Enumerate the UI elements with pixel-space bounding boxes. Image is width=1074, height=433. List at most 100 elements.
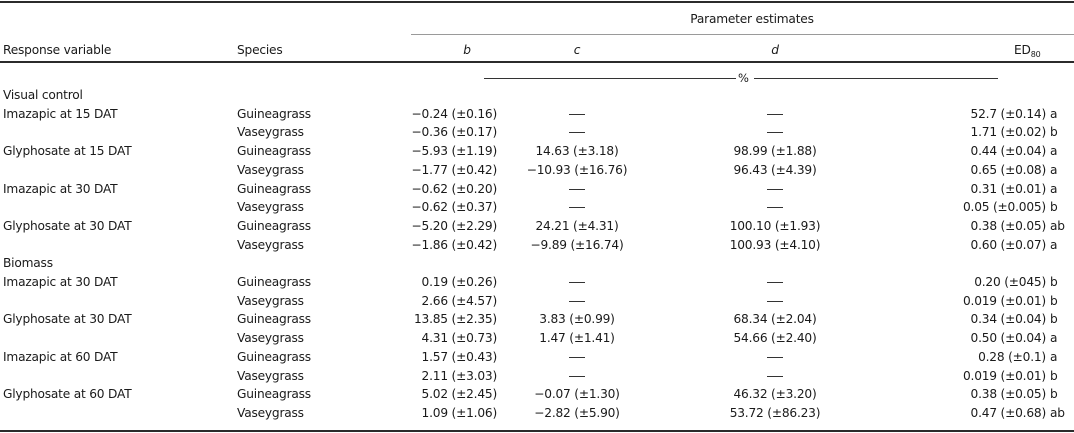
- cell-c: [507, 105, 647, 124]
- cell-b: 13.85 (±2.35): [413, 312, 497, 327]
- ed80-significance-letter: b: [1050, 387, 1058, 402]
- cell-d: 54.66 (±2.40): [733, 331, 817, 346]
- cell-d: [705, 105, 845, 124]
- cell-species: Vaseygrass: [237, 162, 304, 177]
- not-applicable-dash: [767, 356, 783, 358]
- cell-b: −0.62 (±0.20): [411, 181, 498, 196]
- ed80-value: 0.38 (±0.05): [970, 218, 1047, 233]
- cell-c: [507, 292, 647, 311]
- ed80-value: 0.019 (±0.01): [962, 293, 1046, 308]
- not-applicable-dash: [569, 188, 585, 190]
- table-row: Imazapic at 30 DAT Guineagrass −0.62 (±0.2…: [0, 180, 1074, 199]
- cell-b: 4.31 (±0.73): [421, 331, 498, 346]
- unit-percent: %: [738, 71, 749, 85]
- cell-species: Guineagrass: [237, 275, 311, 289]
- cell-response-variable: Imazapic at 60 DAT: [3, 349, 118, 364]
- not-applicable-dash: [569, 356, 585, 358]
- ed80-value: 0.38 (±0.05): [970, 387, 1047, 402]
- not-applicable-dash: [569, 282, 585, 283]
- not-applicable-dash: [767, 300, 783, 302]
- cell-c: [507, 198, 647, 217]
- section-title-row: Visual control: [0, 86, 1074, 105]
- ed80-value: 0.05 (±0.005): [962, 200, 1046, 215]
- bottom-rule: [0, 430, 1074, 432]
- not-applicable-dash: [569, 132, 585, 134]
- col-header-species: Species: [237, 43, 283, 57]
- cell-ed80: 0.34 (±0.04) b: [880, 310, 1068, 329]
- cell-d: [705, 348, 845, 367]
- cell-d: 53.72 (±86.23): [729, 405, 821, 420]
- ed-subscript: 80: [1030, 50, 1041, 59]
- cell-b: −0.24 (±0.16): [411, 106, 498, 121]
- cell-ed80: 0.38 (±0.05) ab: [880, 217, 1068, 236]
- cell-species: Vaseygrass: [237, 331, 304, 346]
- col-header-b: b: [463, 43, 471, 57]
- cell-b: −0.36 (±0.17): [411, 125, 498, 140]
- cell-b: 0.19 (±0.26): [421, 275, 498, 289]
- col-header-response-variable: Response variable: [3, 43, 112, 57]
- cell-b: −1.86 (±0.42): [411, 237, 498, 252]
- cell-response-variable: Imazapic at 30 DAT: [3, 275, 118, 289]
- cell-c: −9.89 (±16.74): [530, 237, 624, 252]
- cell-b: 2.66 (±4.57): [421, 293, 498, 308]
- cell-ed80: 0.28 (±0.1) a: [880, 348, 1068, 367]
- cell-d: 96.43 (±4.39): [733, 162, 817, 177]
- cell-b: −5.93 (±1.19): [411, 144, 498, 159]
- ed80-significance-letter: b: [1050, 275, 1058, 289]
- table-row: Vaseygrass 2.66 (±4.57) 0.019 (±0.01) b: [0, 292, 1074, 311]
- cell-c: [507, 123, 647, 142]
- cell-c: [507, 348, 647, 367]
- ed80-significance-letter: a: [1050, 106, 1058, 121]
- ed80-value: 0.20 (±045): [974, 275, 1046, 289]
- cell-response-variable: Glyphosate at 30 DAT: [3, 218, 132, 233]
- cell-ed80: 1.71 (±0.02) b: [880, 123, 1068, 142]
- cell-ed80: 0.019 (±0.01) b: [880, 367, 1068, 386]
- cell-c: 3.83 (±0.99): [539, 312, 615, 327]
- ed80-significance-letter: a: [1050, 349, 1058, 364]
- not-applicable-dash: [767, 207, 783, 209]
- col-header-c: c: [573, 43, 581, 57]
- section-title: Biomass: [3, 256, 53, 271]
- cell-response-variable: Glyphosate at 60 DAT: [3, 387, 132, 402]
- table-row: Imazapic at 15 DAT Guineagrass −0.24 (±0.1…: [0, 105, 1074, 124]
- cell-d: [705, 292, 845, 311]
- unit-dash-right: [754, 78, 998, 79]
- header-rule: [0, 61, 1074, 63]
- ed80-value: 0.60 (±0.07): [970, 237, 1047, 252]
- table-row: Glyphosate at 15 DAT Guineagrass −5.93 (±1…: [0, 142, 1074, 161]
- cell-species: Guineagrass: [237, 312, 311, 327]
- col-header-d: d: [771, 43, 779, 57]
- cell-c: [507, 273, 647, 292]
- ed80-significance-letter: b: [1050, 312, 1058, 327]
- ed-label: ED: [1014, 43, 1031, 57]
- ed80-significance-letter: a: [1050, 331, 1058, 346]
- top-rule: [0, 1, 1074, 3]
- cell-c: [507, 180, 647, 199]
- cell-species: Guineagrass: [237, 144, 311, 159]
- cell-species: Vaseygrass: [237, 125, 304, 140]
- not-applicable-dash: [767, 132, 783, 134]
- table-row: Vaseygrass −0.62 (±0.37) 0.05 (±0.005) b: [0, 198, 1074, 217]
- table-row: Vaseygrass 4.31 (±0.73) 1.47 (±1.41) 54.66 …: [0, 329, 1074, 348]
- table-row: Imazapic at 30 DAT Guineagrass 0.19 (±0.26…: [0, 273, 1074, 292]
- cell-ed80: 0.20 (±045) b: [880, 273, 1068, 292]
- ed80-value: 0.31 (±0.01): [970, 181, 1047, 196]
- col-header-ed80: ED80: [1014, 42, 1041, 63]
- table-row: Vaseygrass 2.11 (±3.03) 0.019 (±0.01) b: [0, 367, 1074, 386]
- cell-c: 24.21 (±4.31): [535, 218, 619, 233]
- table-row: Glyphosate at 30 DAT Guineagrass 13.85 (±2…: [0, 310, 1074, 329]
- cell-b: 2.11 (±3.03): [421, 368, 498, 383]
- cell-response-variable: Glyphosate at 15 DAT: [3, 144, 132, 159]
- ed80-significance-letter: b: [1050, 200, 1058, 215]
- cell-c: −2.82 (±5.90): [534, 405, 620, 420]
- ed80-value: 1.71 (±0.02): [970, 125, 1047, 140]
- cell-b: 1.57 (±0.43): [421, 349, 498, 364]
- table-row: Glyphosate at 30 DAT Guineagrass −5.20 (±2…: [0, 217, 1074, 236]
- cell-ed80: 0.50 (±0.04) a: [880, 329, 1068, 348]
- ed80-significance-letter: a: [1050, 181, 1058, 196]
- cell-species: Vaseygrass: [237, 237, 304, 252]
- cell-d: [705, 198, 845, 217]
- cell-species: Guineagrass: [237, 181, 311, 196]
- ed80-value: 0.65 (±0.08): [970, 162, 1047, 177]
- cell-d: [705, 180, 845, 199]
